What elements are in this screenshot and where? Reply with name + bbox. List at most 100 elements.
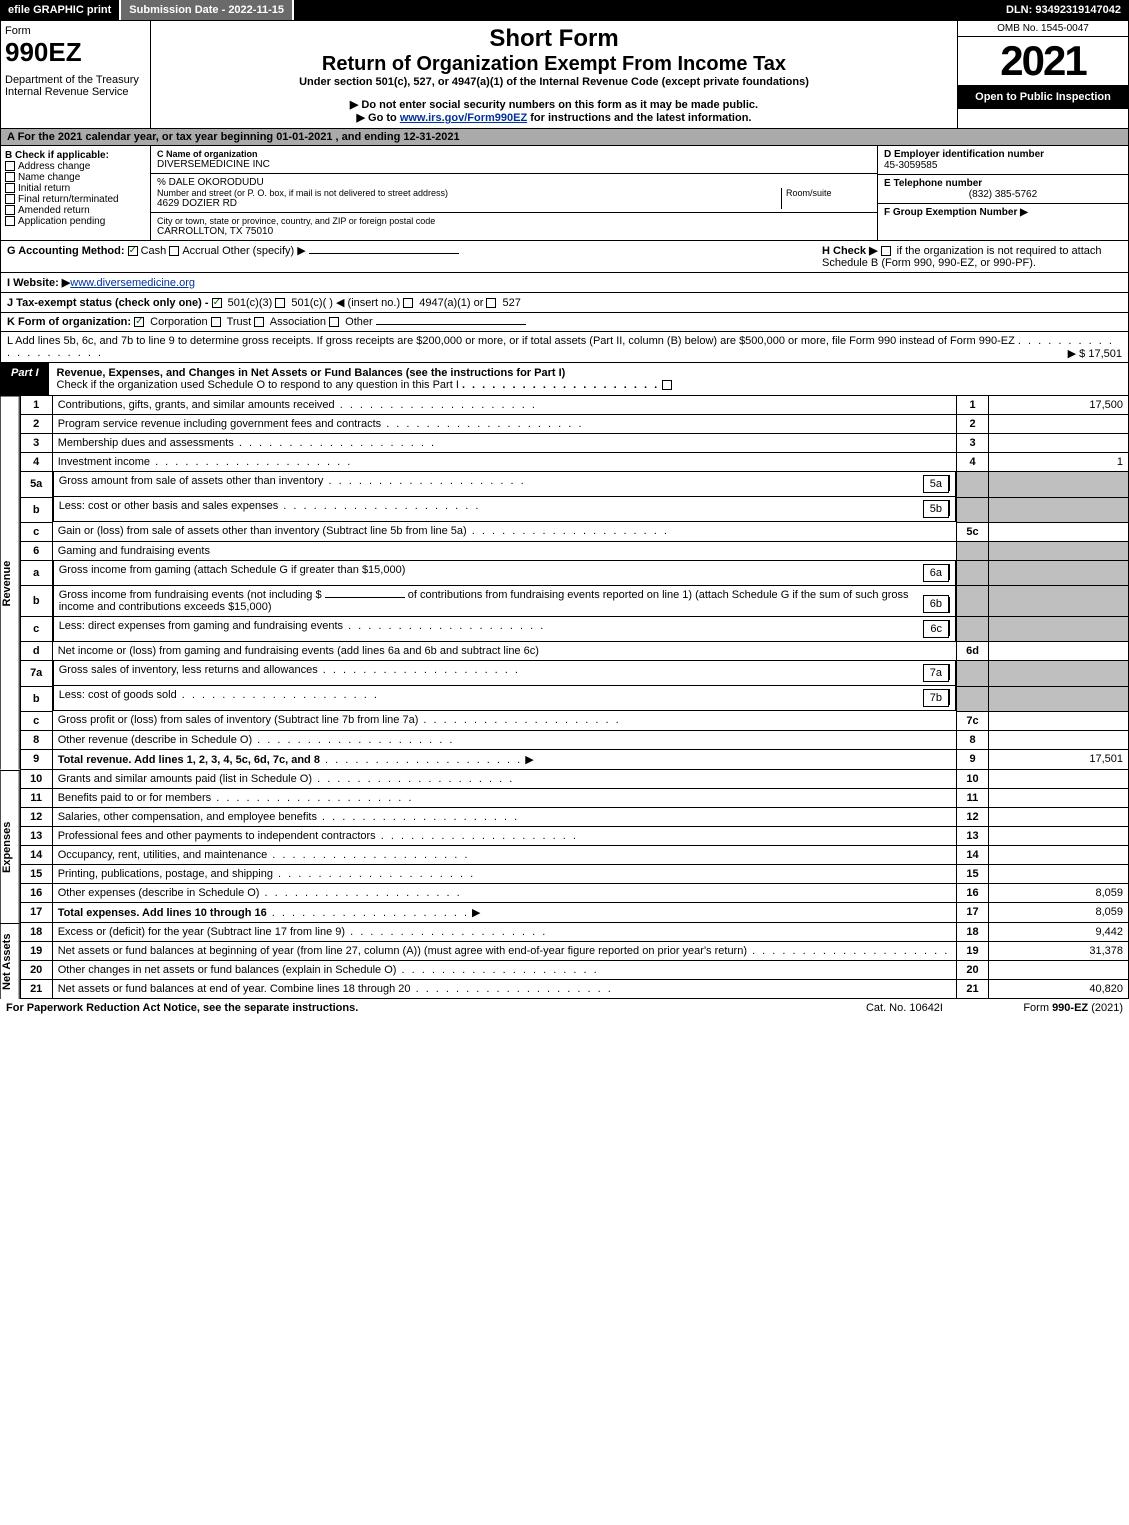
c-name-cell: C Name of organization DIVERSEMEDICINE I… [151, 146, 877, 174]
chk-pending[interactable]: Application pending [5, 216, 146, 227]
form-word: Form [5, 25, 146, 37]
website-link[interactable]: www.diversemedicine.org [70, 277, 195, 289]
l-amount: ▶ $ 17,501 [1068, 347, 1122, 360]
chk-h[interactable] [881, 246, 891, 256]
line-11: 11Benefits paid to or for members11 [20, 788, 1128, 807]
b-title: B Check if applicable: [5, 150, 146, 161]
line-9: 9Total revenue. Add lines 1, 2, 3, 4, 5c… [20, 749, 1128, 769]
header-left: Form 990EZ Department of the Treasury In… [1, 21, 151, 128]
chk-cash[interactable] [128, 246, 138, 256]
part1-label: Part I [1, 363, 49, 395]
c-name-label: C Name of organization [157, 149, 871, 159]
c-street-cell: % DALE OKORODUDU Number and street (or P… [151, 174, 877, 213]
line-20: 20Other changes in net assets or fund ba… [20, 960, 1128, 979]
chk-name[interactable]: Name change [5, 172, 146, 183]
g-label: G Accounting Method: [7, 245, 125, 257]
f-cell: F Group Exemption Number ▶ [878, 204, 1128, 221]
line-13: 13Professional fees and other payments t… [20, 826, 1128, 845]
chk-address[interactable]: Address change [5, 161, 146, 172]
line-6b: bGross income from fundraising events (n… [20, 586, 1128, 617]
efile-label[interactable]: efile GRAPHIC print [0, 0, 121, 20]
h-cell: H Check ▶ if the organization is not req… [822, 244, 1122, 269]
line-5a: 5aGross amount from sale of assets other… [20, 472, 1128, 498]
netassets-section: Net Assets 18Excess or (deficit) for the… [0, 923, 1129, 999]
expenses-table: 10Grants and similar amounts paid (list … [20, 770, 1129, 923]
line-7a: 7aGross sales of inventory, less returns… [20, 661, 1128, 687]
short-form-title: Short Form [155, 25, 953, 53]
line-18: 18Excess or (deficit) for the year (Subt… [20, 923, 1128, 942]
chk-trust[interactable] [211, 317, 221, 327]
form-number: 990EZ [5, 37, 146, 68]
form-header: Form 990EZ Department of the Treasury In… [0, 20, 1129, 129]
revenue-section: Revenue 1Contributions, gifts, grants, a… [0, 396, 1129, 770]
chk-other-org[interactable] [329, 317, 339, 327]
header-center: Short Form Return of Organization Exempt… [151, 21, 958, 128]
part1-check: Check if the organization used Schedule … [57, 379, 459, 391]
h-label: H Check ▶ [822, 245, 878, 257]
chk-4947[interactable] [403, 298, 413, 308]
submission-date: Submission Date - 2022-11-15 [121, 0, 294, 20]
expenses-vlabel: Expenses [0, 770, 20, 923]
netassets-table: 18Excess or (deficit) for the year (Subt… [20, 923, 1129, 999]
line-10: 10Grants and similar amounts paid (list … [20, 770, 1128, 789]
chk-corp[interactable] [134, 317, 144, 327]
line-16: 16Other expenses (describe in Schedule O… [20, 883, 1128, 902]
chk-assoc[interactable] [254, 317, 264, 327]
line-14: 14Occupancy, rent, utilities, and mainte… [20, 845, 1128, 864]
phone: (832) 385-5762 [884, 189, 1122, 200]
street: 4629 DOZIER RD [157, 198, 781, 209]
line-7c: cGross profit or (loss) from sales of in… [20, 711, 1128, 730]
chk-501c[interactable] [275, 298, 285, 308]
line-3: 3Membership dues and assessments3 [20, 434, 1128, 453]
dept-treasury: Department of the Treasury [5, 74, 146, 86]
chk-initial[interactable]: Initial return [5, 183, 146, 194]
l-text: L Add lines 5b, 6c, and 7b to line 9 to … [7, 335, 1015, 347]
chk-amended[interactable]: Amended return [5, 205, 146, 216]
footer-left: For Paperwork Reduction Act Notice, see … [6, 1002, 866, 1014]
top-bar: efile GRAPHIC print Submission Date - 20… [0, 0, 1129, 20]
chk-scho[interactable] [662, 380, 672, 390]
section-bcdef: B Check if applicable: Address change Na… [0, 146, 1129, 241]
e-cell: E Telephone number (832) 385-5762 [878, 175, 1128, 204]
d-label: D Employer identification number [884, 149, 1122, 160]
part1-header: Part I Revenue, Expenses, and Changes in… [0, 363, 1129, 396]
revenue-table: 1Contributions, gifts, grants, and simil… [20, 396, 1129, 770]
city-label: City or town, state or province, country… [157, 216, 871, 226]
irs-link[interactable]: www.irs.gov/Form990EZ [400, 112, 527, 124]
part1-title: Revenue, Expenses, and Changes in Net As… [49, 363, 1128, 395]
room-label: Room/suite [786, 188, 871, 198]
chk-final[interactable]: Final return/terminated [5, 194, 146, 205]
line-7b: bLess: cost of goods sold7b [20, 686, 1128, 711]
d-cell: D Employer identification number 45-3059… [878, 146, 1128, 175]
line-5b: bLess: cost or other basis and sales exp… [20, 497, 1128, 522]
row-l: L Add lines 5b, 6c, and 7b to line 9 to … [0, 332, 1129, 363]
omb-number: OMB No. 1545-0047 [958, 21, 1128, 37]
footer-right: Form 990-EZ (2021) [943, 1002, 1123, 1014]
care-of: % DALE OKORODUDU [157, 177, 871, 188]
netassets-vlabel: Net Assets [0, 923, 20, 999]
ein: 45-3059585 [884, 160, 1122, 171]
chk-501c3[interactable] [212, 298, 222, 308]
g-cell: G Accounting Method: Cash Accrual Other … [7, 244, 822, 269]
row-i: I Website: ▶www.diversemedicine.org [0, 273, 1129, 293]
chk-527[interactable] [486, 298, 496, 308]
section-a: A For the 2021 calendar year, or tax yea… [0, 129, 1129, 146]
i-label: I Website: ▶ [7, 277, 70, 289]
page-footer: For Paperwork Reduction Act Notice, see … [0, 999, 1129, 1017]
line-15: 15Printing, publications, postage, and s… [20, 864, 1128, 883]
row-gh: G Accounting Method: Cash Accrual Other … [0, 241, 1129, 273]
col-def: D Employer identification number 45-3059… [878, 146, 1128, 240]
goto-instructions: ▶ Go to www.irs.gov/Form990EZ for instru… [155, 111, 953, 124]
line-6d: dNet income or (loss) from gaming and fu… [20, 642, 1128, 661]
k-label: K Form of organization: [7, 316, 131, 328]
return-title: Return of Organization Exempt From Incom… [155, 53, 953, 76]
line-6c: cLess: direct expenses from gaming and f… [20, 617, 1128, 642]
row-k: K Form of organization: Corporation Trus… [0, 313, 1129, 332]
chk-accrual[interactable] [169, 246, 179, 256]
org-name: DIVERSEMEDICINE INC [157, 159, 871, 170]
under-section: Under section 501(c), 527, or 4947(a)(1)… [155, 76, 953, 88]
line-4: 4Investment income41 [20, 453, 1128, 472]
line-12: 12Salaries, other compensation, and empl… [20, 807, 1128, 826]
c-city-cell: City or town, state or province, country… [151, 213, 877, 240]
e-label: E Telephone number [884, 178, 1122, 189]
